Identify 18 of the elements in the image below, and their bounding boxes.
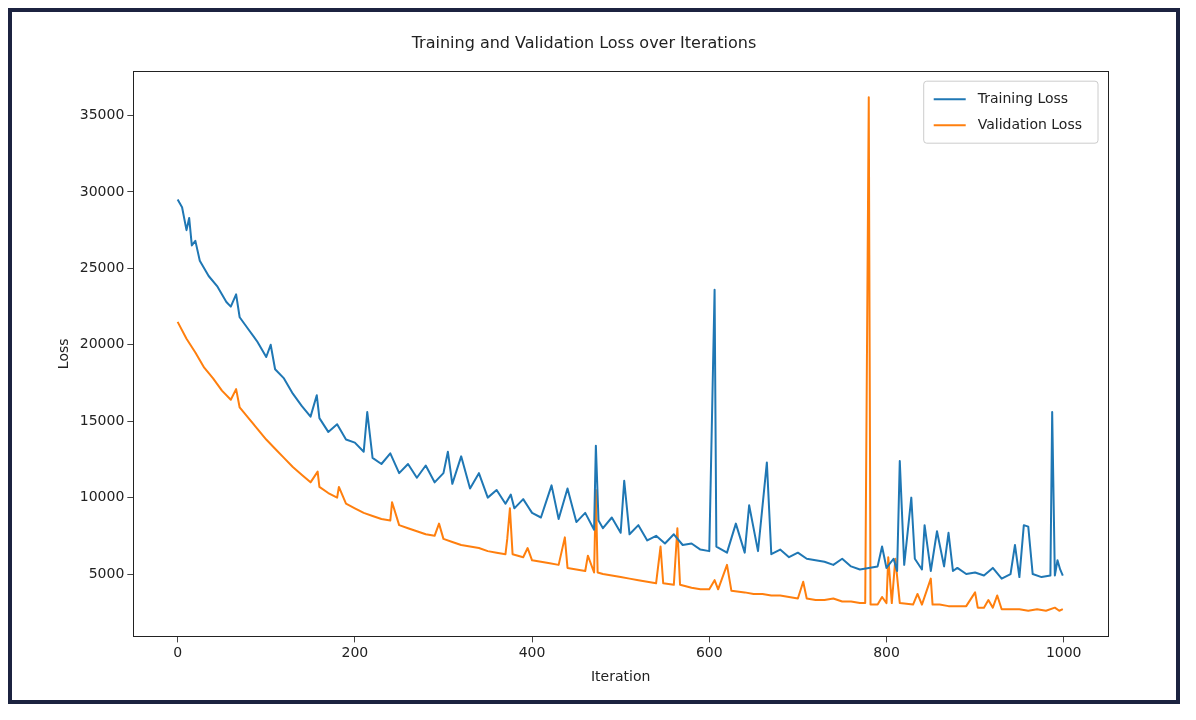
legend-label: Validation Loss — [977, 115, 1083, 132]
y-tick-label: 35000 — [79, 106, 125, 123]
x-tick-label: 0 — [173, 644, 183, 661]
x-tick-label: 400 — [518, 644, 546, 661]
y-tick-label: 20000 — [79, 335, 125, 352]
legend-label: Training Loss — [976, 89, 1069, 106]
y-tick-label: 30000 — [79, 182, 125, 199]
x-tick-label: 200 — [341, 644, 369, 661]
x-tick-label: 600 — [695, 644, 723, 661]
chart-title: Training and Validation Loss over Iterations — [410, 32, 757, 52]
y-tick-label: 10000 — [79, 488, 125, 505]
y-tick-label: 15000 — [79, 411, 125, 428]
x-tick-label: 800 — [873, 644, 900, 661]
y-tick-label: 25000 — [79, 259, 125, 275]
y-tick-label: 5000 — [88, 564, 125, 581]
x-axis-title: Iteration — [590, 668, 651, 685]
x-tick-label: 1000 — [1045, 644, 1082, 661]
y-axis-title: Loss — [55, 338, 72, 370]
